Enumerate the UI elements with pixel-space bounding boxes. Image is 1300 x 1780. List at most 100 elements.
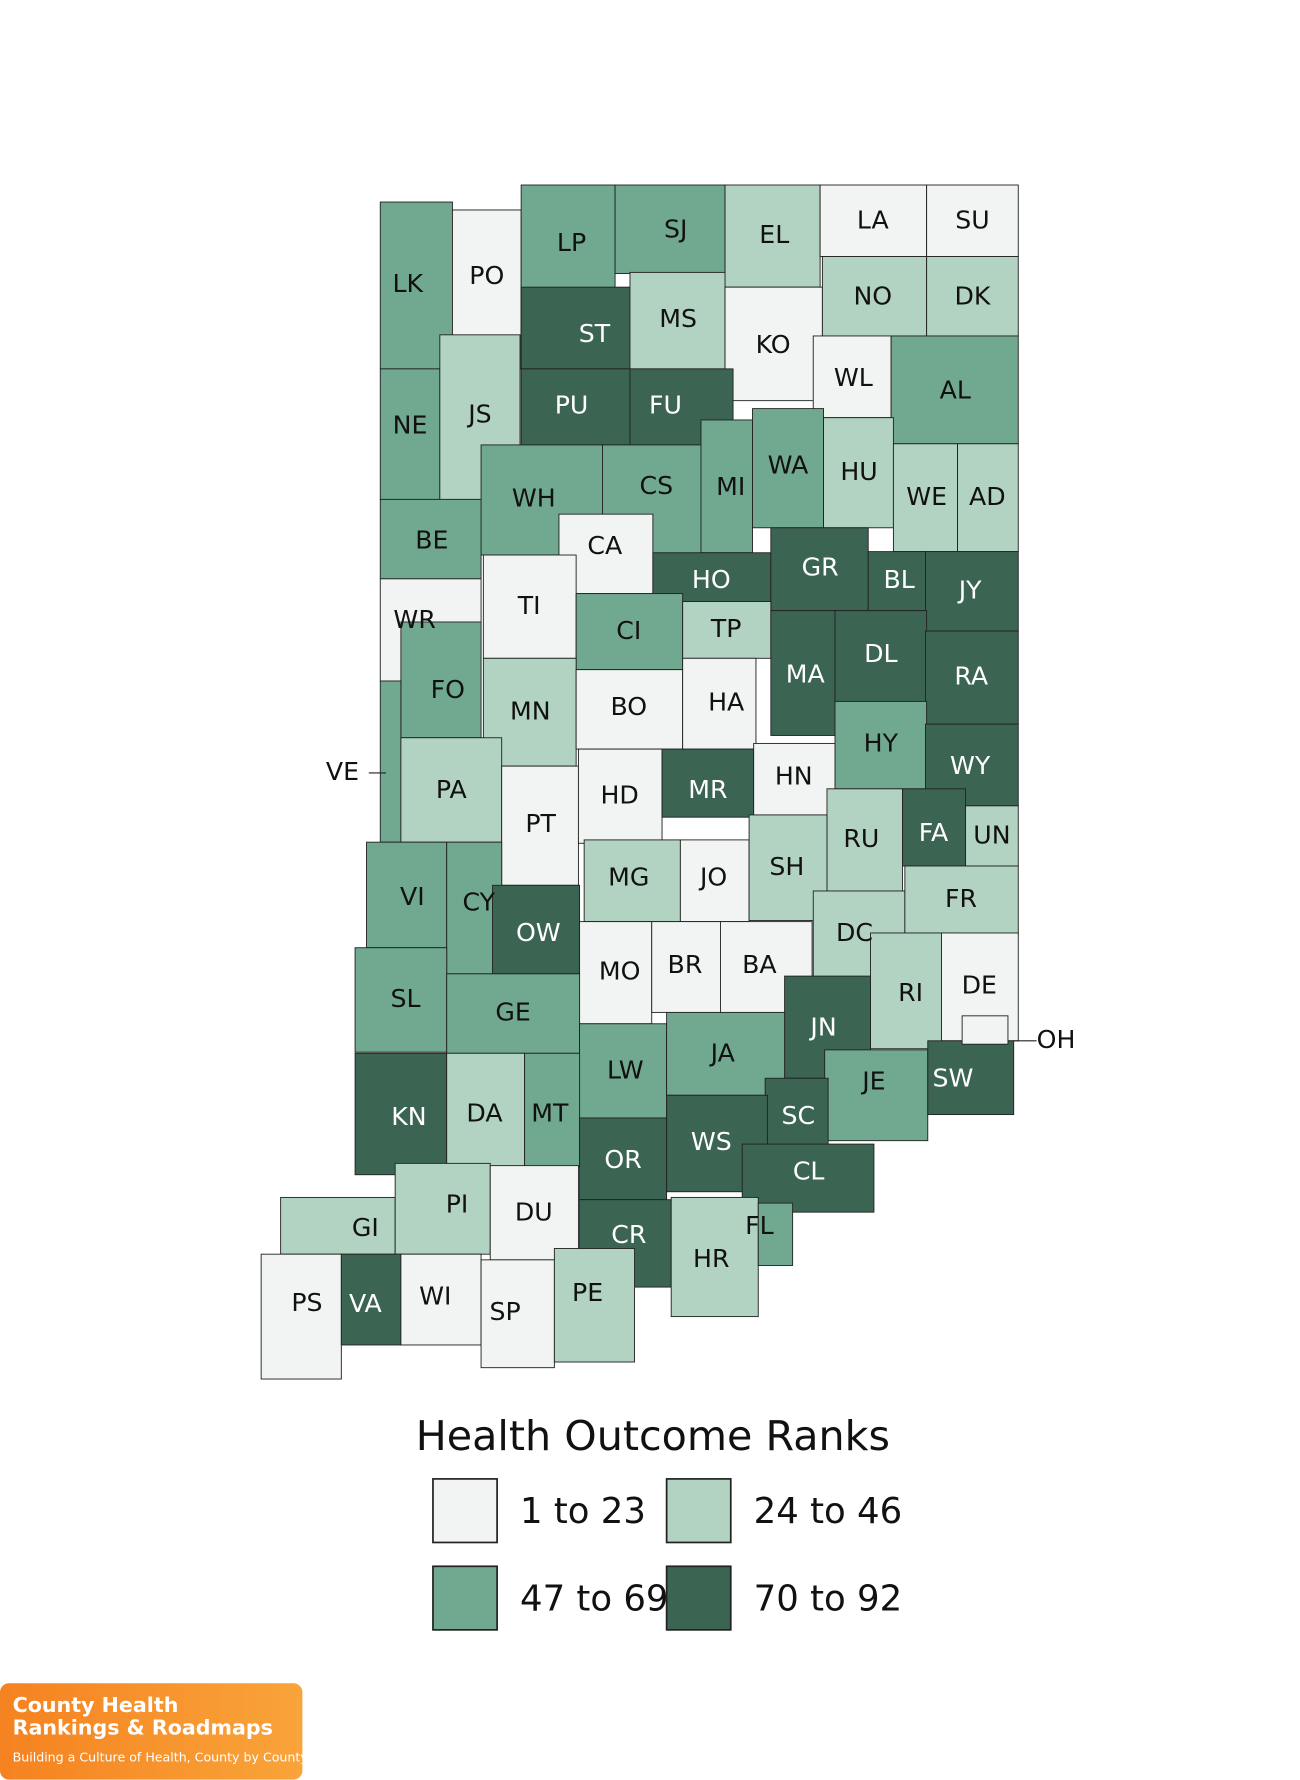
legend-title: Health Outcome Ranks xyxy=(416,1412,890,1460)
county-label: EL xyxy=(759,220,789,249)
county-label: RA xyxy=(954,662,988,691)
county-label: BE xyxy=(415,525,448,554)
county-labels: LK PO LP SJ EL LA SU ST MS KO NO DK WL AL NE JS PU FU WH CS… xyxy=(291,205,1075,1326)
county-label: JO xyxy=(698,863,727,892)
county-label: RI xyxy=(898,978,923,1007)
logo-background xyxy=(0,1683,303,1780)
county-label: MT xyxy=(531,1099,569,1128)
county xyxy=(925,723,1019,807)
county-label: CI xyxy=(616,616,641,645)
county xyxy=(812,335,892,419)
county-label: DE xyxy=(962,970,997,999)
county-label: TI xyxy=(517,591,541,620)
county-label: FU xyxy=(649,390,682,419)
county-label: LP xyxy=(557,228,586,257)
county xyxy=(354,1052,448,1176)
county xyxy=(867,551,926,612)
county xyxy=(579,1117,668,1201)
county-label: BO xyxy=(610,692,647,721)
county-label: WL xyxy=(834,363,873,392)
county-label: WY xyxy=(950,751,991,780)
county-label: PS xyxy=(291,1288,322,1317)
county xyxy=(489,1165,579,1261)
county-label: CS xyxy=(640,471,674,500)
county xyxy=(400,621,482,739)
county-label: TP xyxy=(710,614,742,643)
county xyxy=(379,368,441,500)
county xyxy=(764,1077,829,1147)
legend-label: 24 to 46 xyxy=(754,1491,903,1532)
county xyxy=(579,1023,668,1119)
counties xyxy=(260,184,1019,1380)
county-label: BA xyxy=(742,950,777,979)
legend-swatch xyxy=(432,1565,498,1631)
county-label: MS xyxy=(659,304,697,333)
county xyxy=(492,884,581,975)
county-label: HN xyxy=(775,762,813,791)
county-label: FR xyxy=(945,884,977,913)
county xyxy=(834,700,928,790)
county-label: KN xyxy=(391,1102,426,1131)
county xyxy=(446,973,581,1054)
county-label: PI xyxy=(446,1189,469,1218)
county xyxy=(752,408,825,529)
county xyxy=(892,443,959,553)
county xyxy=(741,1143,875,1213)
county xyxy=(379,680,402,843)
county xyxy=(890,335,1019,445)
county-label: JN xyxy=(808,1012,836,1041)
county xyxy=(724,286,823,402)
county-label: SU xyxy=(955,205,989,234)
county-label: FA xyxy=(919,818,948,847)
county xyxy=(670,1196,759,1318)
county xyxy=(965,805,1019,867)
county-label: MA xyxy=(786,659,825,688)
legend-label: 1 to 23 xyxy=(520,1491,646,1532)
county xyxy=(260,1253,342,1380)
county xyxy=(575,669,684,750)
county-label: MN xyxy=(510,697,551,726)
county xyxy=(757,1202,794,1266)
county-label: VA xyxy=(349,1289,382,1318)
county-label: JE xyxy=(860,1067,885,1096)
county-label: GR xyxy=(802,553,839,582)
county-label: SL xyxy=(390,984,420,1013)
county-label: RU xyxy=(843,824,879,853)
county-label: PU xyxy=(555,390,589,419)
county-label: VI xyxy=(400,882,425,911)
county xyxy=(379,498,482,580)
legend-label: 47 to 69 xyxy=(520,1578,669,1619)
county xyxy=(553,1248,636,1363)
county-label: MI xyxy=(716,472,745,501)
county xyxy=(826,788,904,892)
county-label: MG xyxy=(608,863,649,892)
county-label: HU xyxy=(840,457,877,486)
county-label: PO xyxy=(469,261,504,290)
county-label: SJ xyxy=(664,214,687,243)
county xyxy=(925,630,1019,725)
county-label: DC xyxy=(836,918,873,947)
county-label: FO xyxy=(431,675,465,704)
logo-line2: Rankings & Roadmaps xyxy=(13,1716,273,1740)
county xyxy=(340,1253,402,1346)
county-label: DA xyxy=(466,1099,502,1128)
county-label: SH xyxy=(769,852,804,881)
county-label: GI xyxy=(352,1213,379,1242)
county xyxy=(824,1049,929,1142)
logo-tagline: Building a Culture of Health, County by … xyxy=(13,1750,309,1765)
county-label: GE xyxy=(495,998,530,1027)
legend-label: 70 to 92 xyxy=(754,1578,903,1619)
legend-swatch xyxy=(665,1565,732,1631)
county xyxy=(904,865,1019,935)
county-label: HR xyxy=(693,1244,729,1273)
county-label: LA xyxy=(857,205,889,234)
county-label: PA xyxy=(436,775,467,804)
county-label: DL xyxy=(864,639,897,668)
county-label: WR xyxy=(393,605,435,634)
county xyxy=(770,527,869,612)
county xyxy=(394,1162,491,1255)
county-label: SW xyxy=(933,1063,974,1092)
county-label: WE xyxy=(906,482,947,511)
county xyxy=(961,1015,1009,1045)
